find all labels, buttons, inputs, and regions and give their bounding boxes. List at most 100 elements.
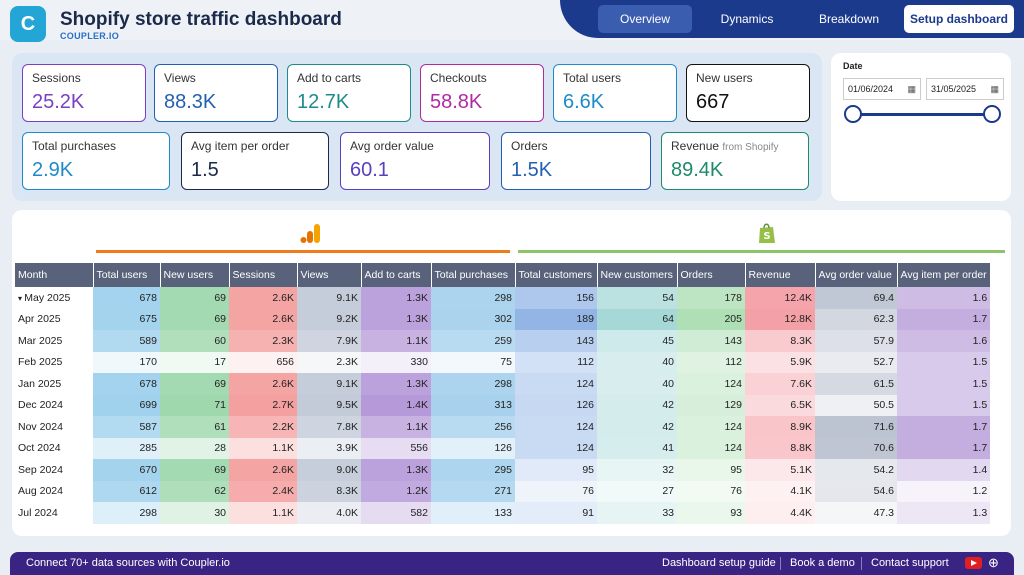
table-cell: 54.6 [815,480,897,502]
contact-support-link[interactable]: Contact support [871,557,949,569]
table-cell: 69 [160,308,229,330]
month-cell: Sep 2024 [18,463,63,476]
google-analytics-section-bar [96,250,510,253]
tab-dynamics[interactable]: Dynamics [720,12,774,26]
sort-indicator-icon[interactable]: ▾ [18,293,25,303]
table-cell: 40 [597,351,677,373]
table-cell: 313 [431,394,515,416]
column-header[interactable]: Total customers [515,263,598,287]
table-cell: 3.9K [297,437,361,459]
table-cell: 69.4 [815,287,897,309]
table-cell: 143 [515,330,597,352]
brand-subtitle: COUPLER.IO [60,31,120,41]
table-cell: 42 [597,394,677,416]
column-header[interactable]: New customers [597,263,678,287]
kpi-card-views: Views 88.3K [154,64,278,122]
setup-dashboard-button[interactable]: Setup dashboard [904,5,1014,33]
kpi-label: New users [696,71,753,85]
date-from-input[interactable]: 01/06/2024 ▦ [843,78,921,100]
table-cell: 69 [160,287,229,309]
tab-breakdown[interactable]: Breakdown [818,12,880,26]
book-demo-link[interactable]: Book a demo [790,557,855,569]
table-row: ▾ May 2025 678 69 2.6K 9.1K 1.3K 298 156 54 178 12… [15,287,991,309]
table-row: Dec 2024 699 71 2.7K 9.5K 1.4K 313 126 42 129 6.5K… [15,394,991,416]
month-cell: Aug 2024 [18,485,63,498]
table-cell: 95 [515,459,597,481]
column-header[interactable]: Revenue [745,263,816,287]
column-header[interactable]: Orders [677,263,746,287]
table-cell: 670 [93,459,160,481]
column-header[interactable]: Month [15,263,94,287]
table-cell: 156 [515,287,597,309]
calendar-icon: ▦ [990,84,999,94]
table-cell: 1.2 [897,480,991,502]
table-cell: 71.6 [815,416,897,438]
dashboard-setup-guide-link[interactable]: Dashboard setup guide [662,557,776,569]
table-cell: 678 [93,373,160,395]
date-label: Date [843,61,863,71]
table-cell: 133 [431,502,515,524]
kpi-card-new-users: New users 667 [686,64,810,122]
table-cell: 27 [597,480,677,502]
footer-divider [780,557,781,570]
table-cell: 1.1K [361,416,431,438]
table-row: Feb 2025 170 17 656 2.3K 330 75 112 40 112 5.9K 52.… [15,351,991,373]
column-header[interactable]: Views [297,263,362,287]
month-cell: Mar 2025 [18,334,63,347]
coupler-logo-icon: C [10,6,46,42]
table-cell: 699 [93,394,160,416]
table-cell: 1.5 [897,394,991,416]
table-cell: 205 [677,308,745,330]
kpi-card-sessions: Sessions 25.2K [22,64,146,122]
table-cell: 75 [431,351,515,373]
table-cell: 9.5K [297,394,361,416]
column-header[interactable]: Add to carts [361,263,432,287]
table-panel: S Month Total users New users Sessions Views… [12,210,1011,536]
date-to-input[interactable]: 31/05/2025 ▦ [926,78,1004,100]
date-slider-end-handle[interactable] [983,105,1001,123]
svg-text:S: S [763,231,770,242]
page-title: Shopify store traffic dashboard [60,9,342,30]
column-header[interactable]: Total purchases [431,263,516,287]
date-slider-start-handle[interactable] [844,105,862,123]
column-header[interactable]: Sessions [229,263,298,287]
table-row: Sep 2024 670 69 2.6K 9.0K 1.3K 295 95 32 95 5.1K 54… [15,459,991,481]
table-cell: 1.6 [897,287,991,309]
month-cell: Dec 2024 [18,399,63,412]
table-cell: 12.4K [745,287,815,309]
table-cell: 2.6K [229,308,297,330]
table-cell: 61.5 [815,373,897,395]
column-header[interactable]: Avg item per order [897,263,991,287]
kpi-value: 667 [696,91,730,113]
table-cell: 4.4K [745,502,815,524]
table-cell: 612 [93,480,160,502]
table-cell: 1.1K [229,502,297,524]
table-cell: 33 [597,502,677,524]
table-cell: 32 [597,459,677,481]
table-cell: 298 [431,373,515,395]
table-cell: 45 [597,330,677,352]
table-cell: 1.7 [897,416,991,438]
youtube-icon[interactable] [965,557,982,569]
table-cell: 91 [515,502,597,524]
table-cell: 2.3K [229,330,297,352]
table-cell: 17 [160,351,229,373]
table-cell: 1.3K [361,308,431,330]
footer-promo-link[interactable]: Connect 70+ data sources with Coupler.io [26,557,230,569]
kpi-card-avg-item-per-order: Avg item per order 1.5 [181,132,329,190]
kpi-value: 25.2K [32,91,85,113]
globe-icon[interactable]: ⊕ [988,555,999,570]
column-header[interactable]: Total users [93,263,161,287]
table-cell: 2.6K [229,287,297,309]
table-cell: 587 [93,416,160,438]
table-cell: 1.1K [229,437,297,459]
column-header[interactable]: Avg order value [815,263,898,287]
table-cell: 124 [515,373,597,395]
table-cell: 61 [160,416,229,438]
table-cell: 8.3K [745,330,815,352]
tab-overview[interactable]: Overview [598,5,692,33]
table-cell: 675 [93,308,160,330]
kpi-label: Total users [563,71,622,85]
table-cell: 582 [361,502,431,524]
column-header[interactable]: New users [160,263,230,287]
